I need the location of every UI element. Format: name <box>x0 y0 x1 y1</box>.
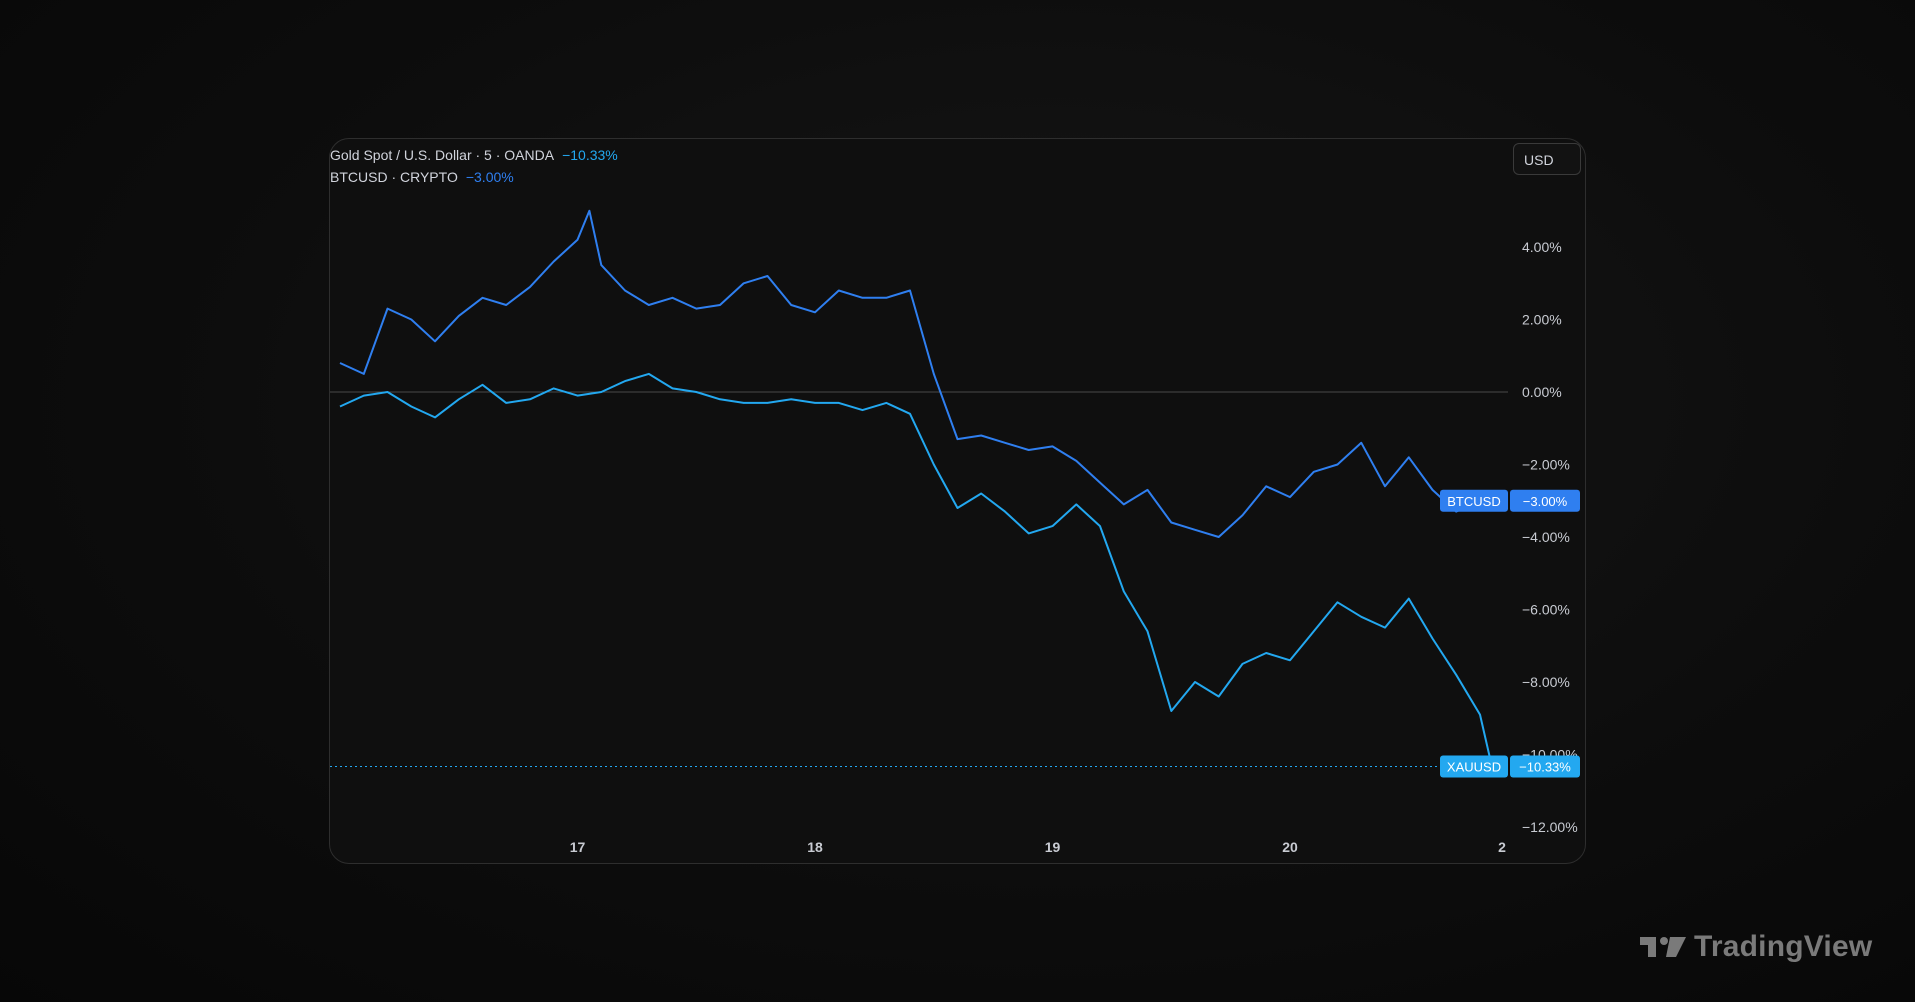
series-value-badge-text: −10.33% <box>1519 759 1571 774</box>
y-tick-label: −6.00% <box>1522 602 1570 618</box>
y-tick-label: 2.00% <box>1522 312 1562 328</box>
tradingview-watermark: TradingView <box>1640 930 1872 964</box>
series-value-badge <box>1510 755 1580 778</box>
brand-name: TradingView <box>1694 930 1873 963</box>
legend-xauusd[interactable]: Gold Spot / U.S. Dollar · 5 · OANDA −10.3… <box>330 147 618 163</box>
y-tick-label: −4.00% <box>1522 529 1570 545</box>
series-line-xauusd <box>339 372 1493 767</box>
series-name-badge-text: BTCUSD <box>1447 494 1500 509</box>
legend-xauusd-label: Gold Spot / U.S. Dollar · 5 · OANDA <box>330 147 555 163</box>
x-tick-label: 20 <box>1282 839 1298 855</box>
series-name-badge-text: XAUUSD <box>1447 759 1501 774</box>
y-tick-label: −12.00% <box>1522 819 1578 835</box>
y-tick-label: 0.00% <box>1522 384 1562 400</box>
y-tick-label: −2.00% <box>1522 457 1570 473</box>
legend-btcusd[interactable]: BTCUSD · CRYPTO −3.00% <box>330 169 514 185</box>
series-name-badge <box>1440 489 1508 512</box>
legend-xauusd-change: −10.33% <box>562 147 618 163</box>
legend-btcusd-label: BTCUSD · CRYPTO <box>330 169 458 185</box>
chart-panel: Gold Spot / U.S. Dollar · 5 · OANDA −10.3… <box>329 138 1586 864</box>
x-tick-label: 17 <box>570 839 586 855</box>
x-tick-label: 2 <box>1498 839 1506 855</box>
currency-button[interactable]: USD <box>1513 143 1581 175</box>
series-name-badge <box>1440 755 1508 778</box>
legend-btcusd-change: −3.00% <box>465 169 514 185</box>
y-tick-label: −8.00% <box>1522 674 1570 690</box>
series-value-badge <box>1510 489 1580 512</box>
tradingview-logo-icon <box>1640 937 1686 957</box>
series-value-badge-text: −3.00% <box>1523 494 1568 509</box>
x-tick-label: 18 <box>807 839 823 855</box>
chart-svg: 4.00% 2.00% 0.00% −2.00% −4.00% −6.00% −8.00% −… <box>330 209 1580 855</box>
y-tick-label: 4.00% <box>1522 239 1562 255</box>
x-tick-label: 19 <box>1045 839 1061 855</box>
series-line-btcusd <box>339 209 1481 538</box>
